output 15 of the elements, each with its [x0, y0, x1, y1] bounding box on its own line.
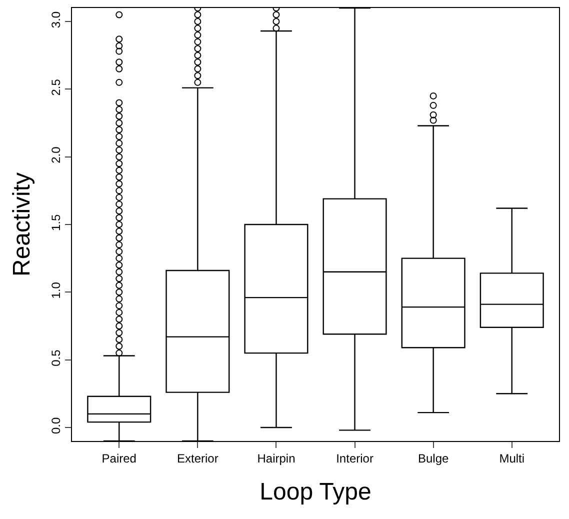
x-axis-title: Loop Type [260, 478, 372, 506]
y-tick-label: 2.5 [49, 78, 64, 96]
x-tick-label: Paired [102, 451, 136, 466]
x-tick-label: Exterior [177, 451, 218, 466]
x-tick-label: Multi [499, 451, 525, 466]
y-tick-label: 2.0 [49, 146, 64, 164]
y-tick-label: 0.0 [49, 417, 64, 434]
y-tick-label: 3.0 [49, 11, 64, 28]
x-tick-label: Hairpin [257, 451, 296, 466]
y-axis-title: Reactivity [8, 172, 36, 277]
x-tick-label: Bulge [418, 451, 449, 466]
y-tick-label: 0.5 [49, 349, 64, 366]
y-tick-label: 1.5 [49, 214, 64, 232]
x-tick-label: Interior [336, 451, 374, 466]
y-tick-label: 1.0 [49, 282, 64, 299]
